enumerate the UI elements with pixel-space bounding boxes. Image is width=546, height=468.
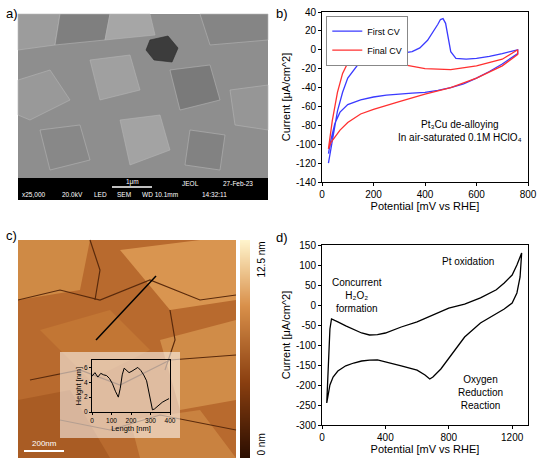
svg-text:150: 150 bbox=[299, 240, 316, 251]
svg-text:14:32:11: 14:32:11 bbox=[202, 191, 227, 198]
svg-text:-140: -140 bbox=[296, 177, 316, 188]
svg-text:40: 40 bbox=[305, 7, 317, 18]
svg-text:-300: -300 bbox=[296, 420, 316, 431]
svg-text:0: 0 bbox=[310, 44, 316, 55]
svg-text:27-Feb-23: 27-Feb-23 bbox=[223, 180, 253, 187]
svg-text:-60: -60 bbox=[302, 101, 317, 112]
svg-text:Pt oxidation: Pt oxidation bbox=[442, 256, 494, 267]
svg-text:1μm: 1μm bbox=[126, 178, 139, 186]
svg-text:-40: -40 bbox=[302, 82, 317, 93]
svg-text:300: 300 bbox=[145, 417, 156, 424]
svg-text:400: 400 bbox=[377, 432, 394, 443]
svg-text:400: 400 bbox=[417, 189, 434, 200]
svg-text:x25,000: x25,000 bbox=[22, 191, 46, 198]
svg-text:800: 800 bbox=[520, 189, 537, 200]
svg-text:-250: -250 bbox=[296, 400, 316, 411]
svg-text:0: 0 bbox=[84, 408, 88, 415]
svg-text:600: 600 bbox=[468, 189, 485, 200]
svg-text:20: 20 bbox=[305, 25, 317, 36]
svg-text:2: 2 bbox=[84, 393, 88, 400]
svg-text:c): c) bbox=[6, 228, 17, 243]
svg-text:200: 200 bbox=[126, 417, 137, 424]
svg-text:JEOL: JEOL bbox=[182, 180, 199, 187]
svg-text:12.5 nm: 12.5 nm bbox=[256, 241, 267, 277]
svg-text:0: 0 bbox=[90, 417, 94, 424]
svg-text:Height [nm]: Height [nm] bbox=[74, 367, 83, 405]
svg-text:200nm: 200nm bbox=[32, 439, 57, 448]
svg-text:-200: -200 bbox=[296, 380, 316, 391]
svg-text:20.0kV: 20.0kV bbox=[62, 191, 83, 198]
svg-text:1200: 1200 bbox=[501, 432, 524, 443]
svg-text:d): d) bbox=[276, 230, 288, 245]
svg-text:First CV: First CV bbox=[367, 27, 400, 37]
svg-text:a): a) bbox=[6, 6, 18, 21]
svg-text:SEM: SEM bbox=[117, 191, 131, 198]
svg-text:-120: -120 bbox=[296, 158, 316, 169]
svg-text:b): b) bbox=[276, 6, 288, 21]
svg-text:OxygenReductionReaction: OxygenReductionReaction bbox=[458, 374, 503, 411]
svg-text:800: 800 bbox=[440, 432, 457, 443]
svg-text:Potential [mV vs RHE]: Potential [mV vs RHE] bbox=[371, 200, 480, 212]
svg-text:200: 200 bbox=[365, 189, 382, 200]
svg-text:Potential [mV vs RHE]: Potential [mV vs RHE] bbox=[371, 443, 480, 455]
svg-text:0: 0 bbox=[310, 300, 316, 311]
svg-text:0: 0 bbox=[319, 189, 325, 200]
svg-text:50: 50 bbox=[305, 280, 317, 291]
svg-text:-50: -50 bbox=[302, 320, 317, 331]
svg-text:0: 0 bbox=[319, 432, 325, 443]
svg-text:Current [μA/cm^2]: Current [μA/cm^2] bbox=[280, 53, 292, 142]
svg-text:WD 10.1mm: WD 10.1mm bbox=[142, 191, 178, 198]
svg-text:0 nm: 0 nm bbox=[256, 433, 267, 455]
svg-text:100: 100 bbox=[106, 417, 117, 424]
svg-text:100: 100 bbox=[299, 260, 316, 271]
svg-text:-100: -100 bbox=[296, 139, 316, 150]
svg-text:-80: -80 bbox=[302, 120, 317, 131]
svg-text:-20: -20 bbox=[302, 63, 317, 74]
svg-text:Current [μA/cm^2]: Current [μA/cm^2] bbox=[280, 291, 292, 380]
svg-text:400: 400 bbox=[165, 417, 176, 424]
svg-text:-100: -100 bbox=[296, 340, 316, 351]
svg-text:Length [nm]: Length [nm] bbox=[111, 424, 151, 433]
svg-text:Final CV: Final CV bbox=[367, 46, 402, 56]
svg-text:4: 4 bbox=[84, 379, 88, 386]
svg-text:6: 6 bbox=[84, 364, 88, 371]
svg-text:LED: LED bbox=[94, 191, 107, 198]
svg-text:ConcurrentH₂O₂formation: ConcurrentH₂O₂formation bbox=[332, 277, 382, 314]
svg-text:Pt₃Cu de-alloyingIn air-satura: Pt₃Cu de-alloyingIn air-saturated 0.1M H… bbox=[398, 119, 522, 143]
svg-text:-150: -150 bbox=[296, 360, 316, 371]
